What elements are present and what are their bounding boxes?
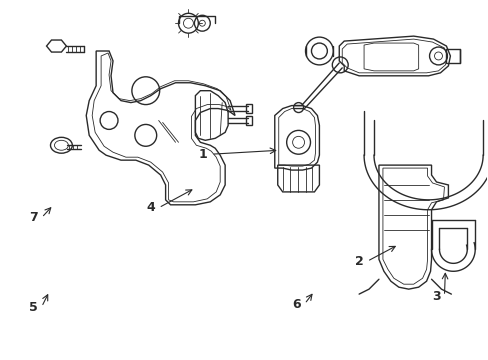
Text: 4: 4 — [146, 201, 155, 214]
Text: 3: 3 — [431, 289, 440, 303]
Text: 1: 1 — [199, 148, 207, 161]
Text: 2: 2 — [354, 255, 363, 268]
Text: 5: 5 — [29, 301, 38, 314]
Text: 6: 6 — [292, 297, 300, 311]
Text: 7: 7 — [29, 211, 38, 224]
